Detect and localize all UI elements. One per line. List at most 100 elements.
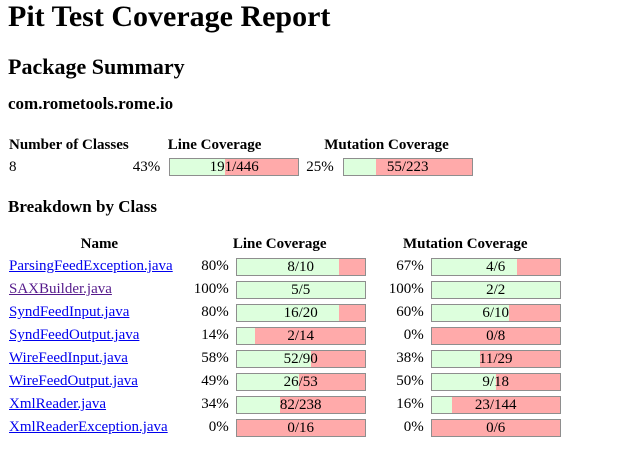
class-row: ParsingFeedException.java 80% 8/10 67% 4… (8, 256, 562, 277)
line-coverage-label: 5/5 (291, 281, 311, 298)
line-coverage-label: 82/238 (279, 396, 322, 413)
line-coverage-pct: 0% (208, 419, 229, 435)
mutation-coverage-bar: 2/2 (430, 280, 561, 299)
mutation-coverage-label: 6/10 (482, 304, 510, 321)
summary-mutation-coverage-bar: 55/223 (342, 158, 473, 176)
mutation-coverage-pct: 0% (403, 419, 424, 435)
class-link[interactable]: XmlReader.java (9, 396, 107, 412)
class-rows: ParsingFeedException.java 80% 8/10 67% 4… (8, 256, 562, 438)
line-coverage-fill (236, 304, 340, 321)
class-link[interactable]: SyndFeedOutput.java (9, 327, 140, 343)
mutation-coverage-label: 0/6 (486, 419, 506, 436)
header-number-of-classes: Number of Classes (9, 137, 129, 153)
summary-line-coverage-fill (170, 159, 226, 175)
line-coverage-bar: 82/238 (235, 395, 366, 414)
package-summary-table: Number of Classes Line Coverage Mutation… (6, 134, 476, 179)
class-row: WireFeedInput.java 58% 52/90 38% 11/29 (8, 348, 562, 369)
class-link[interactable]: SyndFeedInput.java (9, 304, 130, 320)
line-coverage-fill (236, 281, 365, 298)
class-row: SAXBuilder.java 100% 5/5 100% 2/2 (8, 279, 562, 300)
class-row: WireFeedOutput.java 49% 26/53 50% 9/18 (8, 371, 562, 392)
header-name: Name (80, 236, 119, 252)
class-breakdown-table: Name Line Coverage Mutation Coverage Par… (6, 233, 564, 440)
mutation-coverage-pct: 100% (388, 281, 424, 297)
class-link[interactable]: SAXBuilder.java (9, 281, 112, 297)
line-coverage-pct: 80% (201, 258, 229, 274)
line-coverage-label: 8/10 (287, 258, 315, 275)
header-class-line-coverage: Line Coverage (232, 236, 327, 252)
line-coverage-pct: 49% (201, 373, 229, 389)
mutation-coverage-label: 11/29 (478, 350, 513, 367)
mutation-coverage-fill (431, 258, 518, 275)
mutation-coverage-pct: 50% (396, 373, 424, 389)
class-row: XmlReader.java 34% 82/238 16% 23/144 (8, 394, 562, 415)
class-row: SyndFeedInput.java 80% 16/20 60% 6/10 (8, 302, 562, 323)
section-title: Package Summary (8, 54, 185, 79)
mutation-coverage-label: 4/6 (486, 258, 506, 275)
mutation-coverage-pct: 0% (403, 327, 424, 343)
mutation-coverage-pct: 16% (396, 396, 424, 412)
line-coverage-bar: 0/16 (235, 418, 366, 437)
mutation-coverage-bar: 4/6 (430, 257, 561, 276)
summary-line-coverage-bar: 191/446 (169, 158, 300, 176)
line-coverage-bar: 16/20 (235, 303, 366, 322)
class-row: XmlReaderException.java 0% 0/16 0% 0/6 (8, 417, 562, 438)
mutation-coverage-fill (431, 304, 509, 321)
summary-mutation-pct: 25% (306, 158, 334, 175)
line-coverage-pct: 34% (201, 396, 229, 412)
mutation-coverage-bar: 6/10 (430, 303, 561, 322)
line-coverage-label: 16/20 (283, 304, 318, 321)
summary-mutation-coverage-fill (343, 159, 376, 175)
line-coverage-label: 0/16 (287, 419, 315, 436)
num-classes-value: 8 (9, 158, 17, 175)
class-link[interactable]: WireFeedInput.java (9, 350, 128, 366)
mutation-coverage-pct: 60% (396, 304, 424, 320)
mutation-coverage-pct: 38% (396, 350, 424, 366)
report-page: Pit Test Coverage Report Package Summary… (6, 0, 564, 440)
line-coverage-fill (236, 396, 281, 413)
mutation-coverage-fill (431, 350, 481, 367)
line-coverage-fill (236, 350, 311, 367)
class-link[interactable]: WireFeedOutput.java (9, 373, 138, 389)
mutation-coverage-bar: 0/8 (430, 326, 561, 345)
line-coverage-pct: 80% (201, 304, 229, 320)
mutation-coverage-fill (431, 396, 453, 413)
line-coverage-label: 26/53 (283, 373, 318, 390)
mutation-coverage-bar: 0/6 (430, 418, 561, 437)
mutation-coverage-fill (431, 373, 496, 390)
page-title: Pit Test Coverage Report (8, 0, 331, 33)
class-row: SyndFeedOutput.java 14% 2/14 0% 0/8 (8, 325, 562, 346)
mutation-coverage-label: 2/2 (486, 281, 506, 298)
header-line-coverage: Line Coverage (167, 137, 262, 153)
mutation-coverage-bar: 11/29 (430, 349, 561, 368)
mutation-coverage-bar: 9/18 (430, 372, 561, 391)
mutation-coverage-fill (431, 281, 560, 298)
line-coverage-bar: 5/5 (235, 280, 366, 299)
breakdown-title: Breakdown by Class (8, 197, 157, 216)
header-class-mutation-coverage: Mutation Coverage (402, 236, 528, 252)
summary-line-coverage-label: 191/446 (209, 159, 259, 175)
header-mutation-coverage: Mutation Coverage (324, 137, 449, 153)
summary-row: 8 43% 191/446 25% 55/223 (8, 157, 474, 177)
line-coverage-pct: 14% (201, 327, 229, 343)
class-link[interactable]: XmlReaderException.java (9, 419, 168, 435)
line-coverage-bar: 8/10 (235, 257, 366, 276)
line-coverage-bar: 26/53 (235, 372, 366, 391)
summary-line-pct: 43% (132, 158, 161, 175)
class-link[interactable]: ParsingFeedException.java (9, 258, 173, 274)
mutation-coverage-label: 23/144 (474, 396, 517, 413)
mutation-coverage-label: 9/18 (482, 373, 510, 390)
mutation-coverage-label: 0/8 (486, 327, 506, 344)
line-coverage-fill (236, 327, 255, 344)
line-coverage-fill (236, 373, 300, 390)
line-coverage-pct: 100% (193, 281, 229, 297)
mutation-coverage-bar: 23/144 (430, 395, 561, 414)
line-coverage-fill (236, 258, 340, 275)
summary-mutation-coverage-label: 55/223 (386, 159, 429, 175)
line-coverage-bar: 52/90 (235, 349, 366, 368)
line-coverage-label: 2/14 (287, 327, 315, 344)
line-coverage-pct: 58% (201, 350, 229, 366)
package-name: com.rometools.rome.io (8, 94, 174, 113)
line-coverage-bar: 2/14 (235, 326, 366, 345)
line-coverage-label: 52/90 (283, 350, 318, 367)
